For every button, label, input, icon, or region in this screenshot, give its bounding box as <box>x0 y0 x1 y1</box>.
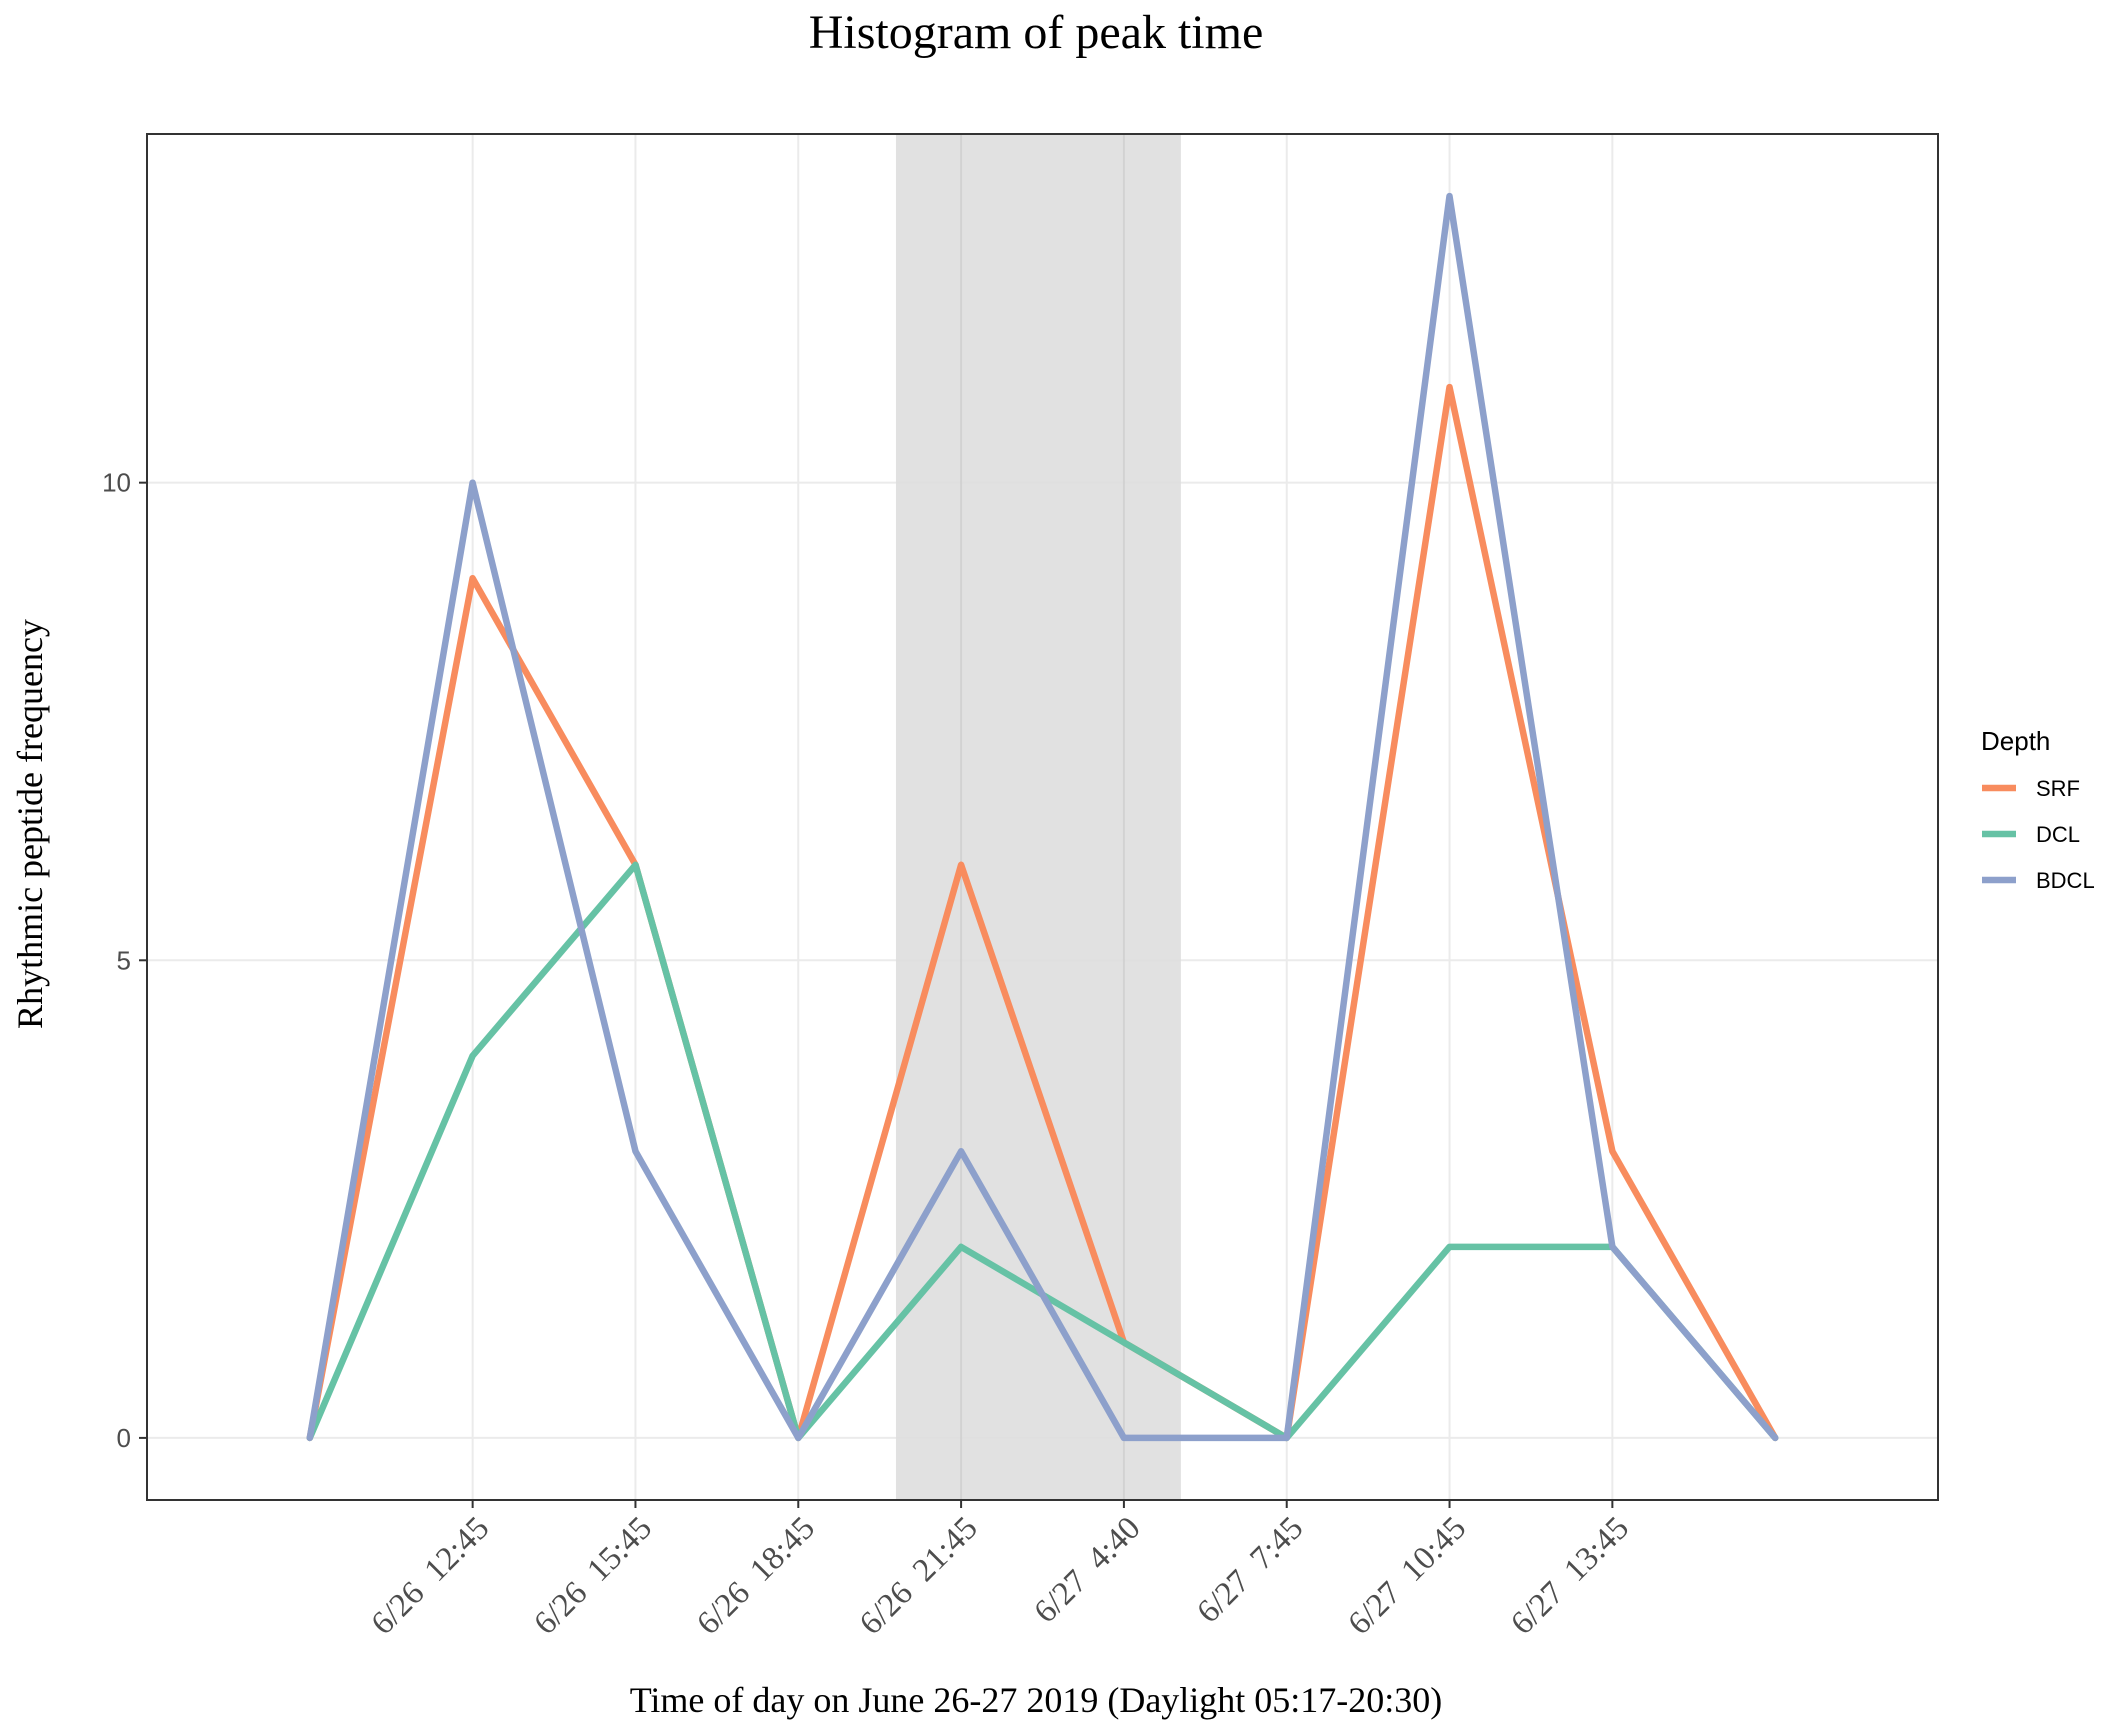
legend-label-dcl: DCL <box>2036 822 2080 847</box>
x-tick-label: 6/27 7:45 <box>1190 1510 1310 1630</box>
y-axis-title: Rhythmic peptide frequency <box>10 619 50 1029</box>
x-tick-label: 6/27 4:40 <box>1027 1510 1147 1630</box>
legend-title: Depth <box>1981 726 2050 756</box>
plot-border <box>146 133 1939 1501</box>
series-line-srf <box>306 383 1779 1442</box>
y-tick-label: 5 <box>117 945 131 975</box>
legend-items: SRF DCL BDCL <box>1982 776 2095 893</box>
series-line-bdcl <box>306 192 1779 1442</box>
chart-title: Histogram of peak time <box>809 6 1264 59</box>
x-tick-label: 6/26 12:45 <box>365 1510 497 1642</box>
plot-area: 0 5 10 6/26 12:45 6/26 15:45 6/26 18:45 6/26 2… <box>102 133 1939 1642</box>
legend: Depth SRF DCL BDCL <box>1981 726 2095 893</box>
x-tick-label: 6/26 21:45 <box>853 1510 985 1642</box>
legend-label-bdcl: BDCL <box>2036 868 2095 893</box>
x-tick-label: 6/27 10:45 <box>1341 1510 1473 1642</box>
x-tick-label: 6/26 18:45 <box>690 1510 822 1642</box>
y-tick-label: 0 <box>117 1423 131 1453</box>
x-axis-title: Time of day on June 26-27 2019 (Daylight… <box>630 1680 1443 1720</box>
y-tick-label: 10 <box>102 468 131 498</box>
legend-label-srf: SRF <box>2036 776 2080 801</box>
x-tick-label: 6/26 15:45 <box>527 1510 659 1642</box>
x-tick-label: 6/27 13:45 <box>1504 1510 1636 1642</box>
